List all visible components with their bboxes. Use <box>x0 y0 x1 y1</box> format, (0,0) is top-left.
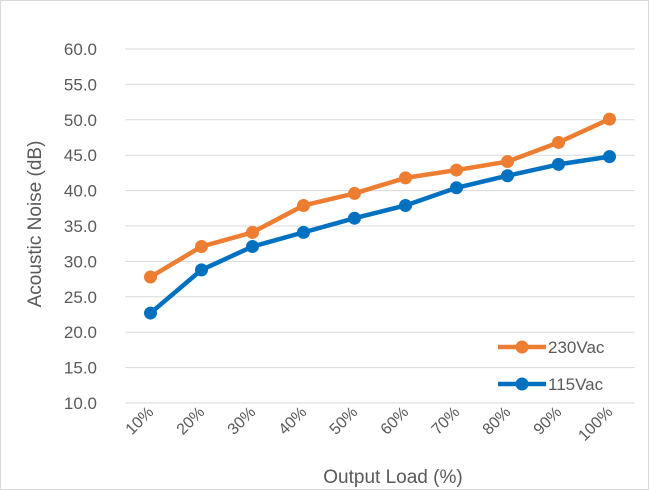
legend-item: 115Vac <box>498 375 604 394</box>
y-tick-label: 15.0 <box>64 359 97 378</box>
data-point <box>552 157 565 171</box>
series-line <box>149 154 610 315</box>
y-tick-label: 20.0 <box>64 323 97 342</box>
legend-marker <box>515 377 529 391</box>
legend-item: 230Vac <box>498 338 605 357</box>
y-tick-label: 55.0 <box>64 75 97 94</box>
data-point <box>348 186 361 200</box>
y-tick-label: 50.0 <box>64 111 97 130</box>
x-tick-label: 10% <box>123 404 158 439</box>
x-tick-label: 40% <box>276 404 311 439</box>
data-point <box>603 112 616 126</box>
legend-label: 115Vac <box>548 375 604 394</box>
y-tick-label: 30.0 <box>64 252 97 271</box>
x-axis-tick-labels: 10% 20% 30% 40% 50% 60% 70% 80% 90% 100% <box>123 404 617 445</box>
data-point <box>297 198 310 212</box>
data-point <box>246 225 259 239</box>
data-point <box>348 211 361 225</box>
series-115vac <box>144 150 616 320</box>
series-line <box>149 117 611 279</box>
data-point <box>144 270 157 284</box>
data-point <box>144 306 157 320</box>
x-axis-title: Output Load (%) <box>323 467 462 488</box>
x-tick-label: 90% <box>531 404 566 439</box>
data-point <box>246 240 259 254</box>
y-tick-label: 45.0 <box>64 146 97 165</box>
x-tick-label: 50% <box>327 404 362 439</box>
data-point <box>501 169 514 183</box>
data-point <box>195 263 208 277</box>
y-axis-title: Acoustic Noise (dB) <box>25 141 46 308</box>
data-point <box>399 198 412 212</box>
data-point <box>552 135 565 149</box>
y-tick-label: 10.0 <box>64 394 97 413</box>
gridlines <box>125 48 635 404</box>
y-axis-tick-labels: 10.0 15.0 20.0 25.0 30.0 35.0 40.0 45.0 50.0 55.0… <box>64 40 97 413</box>
x-tick-label: 100% <box>575 404 616 445</box>
data-point <box>501 155 514 169</box>
x-tick-label: 20% <box>174 404 209 439</box>
x-tick-label: 80% <box>480 404 515 439</box>
data-point <box>399 171 412 185</box>
y-tick-label: 35.0 <box>64 217 97 236</box>
y-tick-label: 40.0 <box>64 182 97 201</box>
y-tick-label: 25.0 <box>64 288 97 307</box>
x-tick-label: 60% <box>378 404 413 439</box>
y-tick-label: 60.0 <box>64 40 97 59</box>
series-lines <box>144 112 616 320</box>
data-point <box>603 150 616 164</box>
series-230vac <box>144 112 616 284</box>
data-point <box>450 181 463 195</box>
data-point <box>450 163 463 177</box>
x-tick-label: 70% <box>429 404 464 439</box>
data-point <box>195 240 208 254</box>
data-point <box>297 225 310 239</box>
legend-label: 230Vac <box>548 338 605 357</box>
legend-marker <box>515 340 529 354</box>
x-tick-label: 30% <box>225 404 260 439</box>
legend: 230Vac 115Vac <box>498 338 605 394</box>
